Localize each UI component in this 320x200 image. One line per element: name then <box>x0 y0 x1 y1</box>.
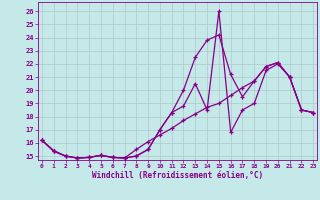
X-axis label: Windchill (Refroidissement éolien,°C): Windchill (Refroidissement éolien,°C) <box>92 171 263 180</box>
